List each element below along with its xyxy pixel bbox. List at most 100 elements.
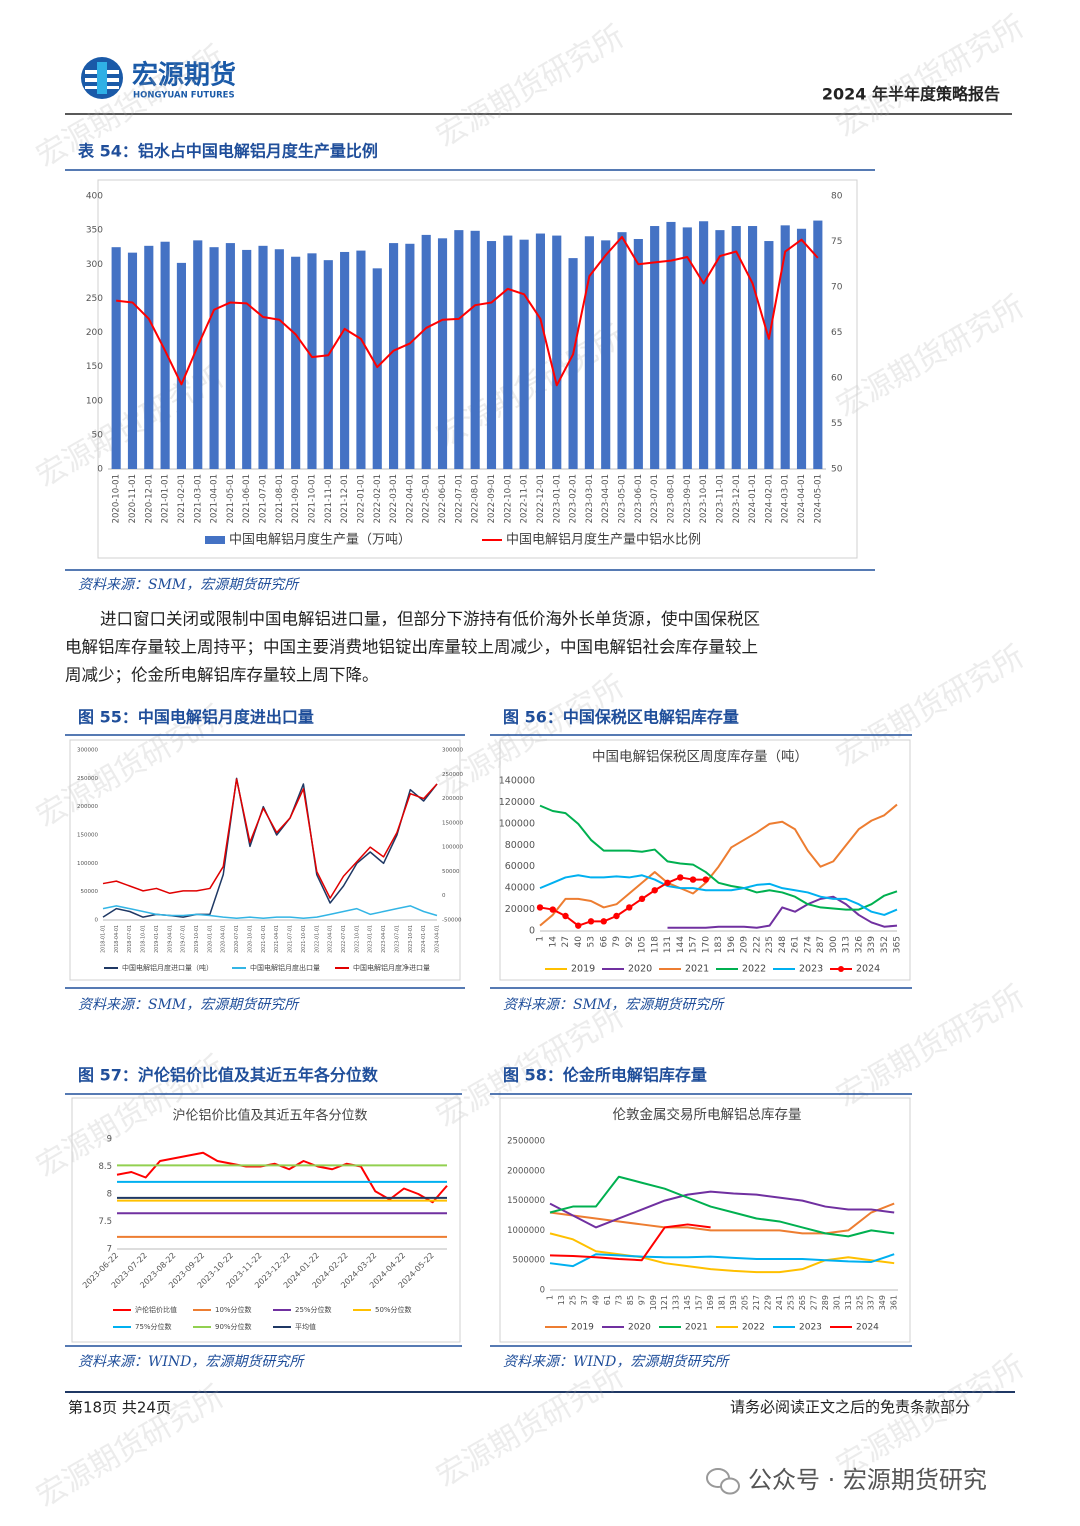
x-tick-label: 2019-07-01 [181,925,187,953]
y-tick-label: 300000 [77,748,98,754]
bar [584,236,594,469]
y2-tick-label: 60 [831,374,843,384]
figure-caption: 图 55：中国电解铝月度进出口量 [78,708,314,727]
x-tick-label: 2024-05-01 [813,474,823,523]
point-marker [536,904,544,911]
legend-label: 2020 [628,1323,651,1333]
figure-caption: 图 57：沪伦铝价比值及其近五年各分位数 [78,1066,379,1085]
x-tick-label: 2024-04-01 [435,925,441,953]
x-tick-label: 40 [574,936,584,948]
chart-title: 伦敦金属交易所电解铝总库存量 [613,1106,802,1123]
y2-tick-label: 65 [831,328,842,338]
bar [731,226,741,469]
x-tick-label: 2022-04-01 [328,925,334,953]
point-marker [575,922,582,929]
x-tick-label: 1 [536,936,546,942]
y-tick-label: 7 [107,1245,112,1255]
point-marker [613,912,620,920]
y-tick-label: 80000 [505,840,535,851]
x-tick-label: 235 [765,936,775,953]
y2-tick-label: 50 [831,465,843,475]
y-tick-label: 200000 [77,804,98,810]
legend-label: 2019 [571,1323,594,1333]
figure-caption: 图 56：中国保税区电解铝库存量 [503,708,739,727]
x-tick-label: 1 [546,1295,555,1300]
y-tick-label: 150000 [77,833,98,839]
x-tick-label: 144 [676,936,686,953]
x-tick-label: 325 [855,1295,864,1310]
bar [372,268,382,469]
x-tick-label: 2023-03-01 [585,474,595,523]
x-tick-label: 118 [650,936,660,953]
bar [535,233,546,469]
legend-marker [838,966,844,972]
x-tick-label: 97 [637,1295,646,1305]
legend-label: 2021 [685,1323,708,1333]
y-tick-label: 50000 [81,889,99,895]
legend-label: 中国电解铝月度生产量中铝水比例 [506,532,701,548]
figure-source: 资料来源：SMM，宏源期货研究所 [78,577,300,593]
x-tick-label: 2023-09-01 [683,474,693,523]
y-tick-label: 1500000 [507,1196,545,1206]
x-tick-label: 183 [714,936,724,953]
bar [796,228,807,469]
x-tick-label: 300 [829,936,839,953]
x-tick-label: 121 [660,1295,669,1310]
figure-caption: 表 54：铝水占中国电解铝月度生产量比例 [77,142,378,161]
figure-caption: 图 58：伦金所电解铝库存量 [503,1066,707,1085]
x-tick-label: 105 [638,936,648,953]
x-tick-label: 222 [752,936,762,953]
bar [715,230,725,469]
y-tick-label: 350 [86,226,103,236]
bar [127,252,138,469]
x-tick-label: 337 [867,1295,876,1310]
x-tick-label: 365 [893,936,903,953]
x-tick-label: 193 [729,1295,738,1310]
x-tick-label: 61 [603,1295,612,1305]
bar [650,226,660,469]
y-tick-label: 200 [86,328,103,338]
y-tick-label: 140000 [499,776,535,787]
y-tick-label: 0 [540,1286,545,1296]
x-tick-label: 2022-05-01 [422,474,432,523]
legend-label: 2023 [799,1323,822,1333]
x-tick-label: 2018-04-01 [114,925,120,953]
watermark: 宏源期货研究所 [831,1349,1030,1484]
legend-label: 2024 [856,964,880,975]
x-tick-label: 2022-01-01 [356,474,366,523]
x-tick-label: 49 [591,1295,600,1305]
paragraph-line: 周减少；伦金所电解铝库存量较上周下降。 [65,666,379,685]
bar [193,240,203,469]
x-tick-label: 2021-03-01 [193,474,203,523]
legend-label: 中国电解铝月度净进口量 [353,963,430,972]
x-tick-label: 2023-02-01 [569,474,579,523]
x-tick-label: 27 [561,936,571,947]
figure-source: 资料来源：WIND，宏源期货研究所 [503,1354,730,1370]
legend-label: 2019 [571,964,595,975]
line-series [549,1175,895,1238]
x-tick-label: 53 [587,936,597,947]
line-series [549,1253,895,1268]
chart-frame [69,739,461,981]
bar [356,250,366,469]
x-tick-label: 85 [626,1295,635,1305]
legend-label: 10%分位数 [215,1305,252,1314]
x-tick-label: 2022-02-01 [373,474,383,523]
y-tick-label: 500000 [513,1256,545,1266]
x-tick-label: 157 [689,936,699,953]
line-series [667,895,898,929]
point-marker [638,895,646,903]
x-tick-label: 92 [625,936,635,947]
figure-source: 资料来源：SMM，宏源期货研究所 [503,997,725,1013]
legend-label: 平均值 [295,1322,316,1331]
x-tick-label: 2020-11-01 [128,474,138,523]
x-tick-label: 2022-03-01 [389,474,399,523]
x-tick-label: 131 [663,936,673,953]
y2-tick-label: -50000 [442,918,462,924]
line-series [539,803,898,927]
chart-frame [499,739,911,981]
x-tick-label: 2024-01-01 [748,474,758,523]
x-tick-label: 274 [803,936,813,953]
